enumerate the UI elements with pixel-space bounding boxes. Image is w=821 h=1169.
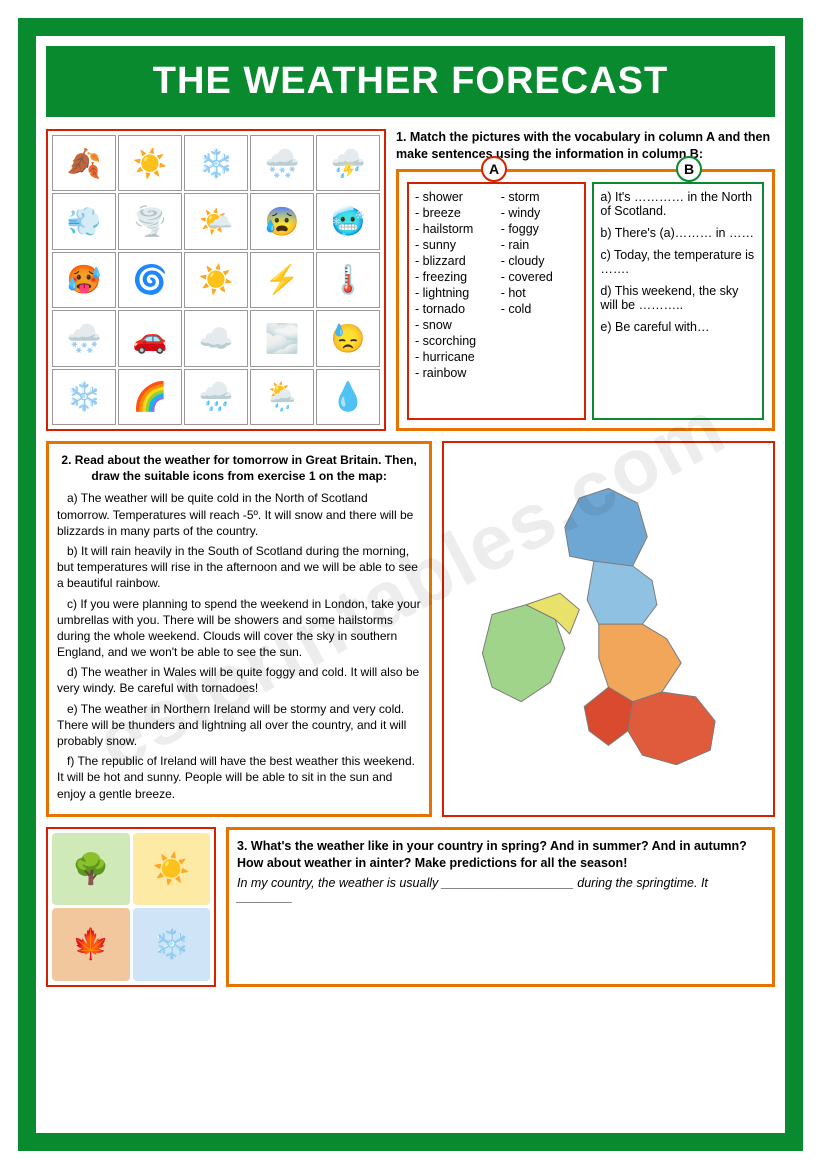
vocab-item: - foggy <box>501 222 579 236</box>
season-cell: ❄️ <box>133 908 211 981</box>
vocab-item: - tornado <box>415 302 493 316</box>
task2-paragraph: c) If you were planning to spend the wee… <box>57 596 421 661</box>
vocab-item: - hurricane <box>415 350 493 364</box>
weather-icon-cell: 🌧️ <box>184 369 248 425</box>
seasons-box: 🌳☀️🍁❄️ <box>46 827 216 987</box>
weather-icon-cell: 🥵 <box>52 252 116 308</box>
task2-paragraph: b) It will rain heavily in the South of … <box>57 543 421 592</box>
map-region <box>483 605 565 702</box>
weather-icon-cell: 🍂 <box>52 135 116 191</box>
vocab-item: - scorching <box>415 334 493 348</box>
weather-icon-cell: 😓 <box>316 310 380 366</box>
weather-icon-cell: 🌪️ <box>118 193 182 249</box>
weather-icon-cell: ⚡ <box>250 252 314 308</box>
weather-icon-cell: ❄️ <box>52 369 116 425</box>
uk-map-box <box>442 441 775 817</box>
vocab-item: - blizzard <box>415 254 493 268</box>
task2-paragraph: e) The weather in Northern Ireland will … <box>57 701 421 750</box>
sentence-item: e) Be careful with… <box>600 320 756 334</box>
vocab-item: - breeze <box>415 206 493 220</box>
weather-icon-cell: 🌀 <box>118 252 182 308</box>
weather-icon-cell: 💧 <box>316 369 380 425</box>
task1-prompt: 1. Match the pictures with the vocabular… <box>396 129 775 163</box>
uk-map <box>458 469 759 789</box>
column-b: a) It's ………… in the North of Scotland. b)… <box>592 182 764 420</box>
sentence-item: a) It's ………… in the North of Scotland. <box>600 190 756 218</box>
column-a-label: A <box>481 156 507 182</box>
sentence-item: d) This weekend, the sky will be ……….. <box>600 284 756 312</box>
vocab-item: - cold <box>501 302 579 316</box>
vocab-item: - snow <box>415 318 493 332</box>
row-task2: 2. Read about the weather for tomorrow i… <box>46 441 775 817</box>
vocab-item: - hot <box>501 286 579 300</box>
vocab-item: - hailstorm <box>415 222 493 236</box>
weather-icon-grid: 🍂☀️❄️🌨️⛈️💨🌪️🌤️😰🥶🥵🌀☀️⚡🌡️🌨️🚗☁️🌫️😓❄️🌈🌧️🌦️💧 <box>46 129 386 431</box>
weather-icon-cell: 🌦️ <box>250 369 314 425</box>
weather-icon-cell: 🌤️ <box>184 193 248 249</box>
weather-icon-cell: 🌨️ <box>52 310 116 366</box>
column-b-label: B <box>676 156 702 182</box>
ab-container: - shower - breeze - hailstorm - sunny - bliz… <box>396 169 775 431</box>
map-region <box>628 692 715 765</box>
task2-paragraph: f) The republic of Ireland will have the… <box>57 753 421 802</box>
column-a: - shower - breeze - hailstorm - sunny - bliz… <box>407 182 586 420</box>
weather-icon-cell: 🌡️ <box>316 252 380 308</box>
weather-icon-cell: 💨 <box>52 193 116 249</box>
weather-icon-cell: ☀️ <box>118 135 182 191</box>
weather-icon-cell: 🚗 <box>118 310 182 366</box>
weather-icon-cell: ☀️ <box>184 252 248 308</box>
sentence-item: b) There's (a)……… in …… <box>600 226 756 240</box>
season-cell: ☀️ <box>133 833 211 906</box>
vocab-item: - freezing <box>415 270 493 284</box>
vocab-item: - storm <box>501 190 579 204</box>
season-cell: 🌳 <box>52 833 130 906</box>
task2-text-box: 2. Read about the weather for tomorrow i… <box>46 441 432 817</box>
weather-icon-cell: 🌈 <box>118 369 182 425</box>
vocab-item: - windy <box>501 206 579 220</box>
vocab-item: - cloudy <box>501 254 579 268</box>
vocab-item: - sunny <box>415 238 493 252</box>
page-title: THE WEATHER FORECAST <box>46 46 775 117</box>
vocab-item: - shower <box>415 190 493 204</box>
weather-icon-cell: 🥶 <box>316 193 380 249</box>
weather-icon-cell: ⛈️ <box>316 135 380 191</box>
task2-paragraph: a) The weather will be quite cold in the… <box>57 490 421 539</box>
task3-box: 3. What's the weather like in your count… <box>226 827 775 987</box>
weather-icon-cell: 😰 <box>250 193 314 249</box>
task3-starter: In my country, the weather is usually __… <box>237 876 764 904</box>
vocab-item: - covered <box>501 270 579 284</box>
map-region <box>587 561 657 634</box>
season-cell: 🍁 <box>52 908 130 981</box>
weather-icon-cell: ☁️ <box>184 310 248 366</box>
row-task1: 🍂☀️❄️🌨️⛈️💨🌪️🌤️😰🥶🥵🌀☀️⚡🌡️🌨️🚗☁️🌫️😓❄️🌈🌧️🌦️💧 … <box>46 129 775 431</box>
task2-title: 2. Read about the weather for tomorrow i… <box>57 452 421 484</box>
weather-icon-cell: 🌫️ <box>250 310 314 366</box>
task2-paragraph: d) The weather in Wales will be quite fo… <box>57 664 421 696</box>
sentence-item: c) Today, the temperature is ……. <box>600 248 756 276</box>
task3-prompt: 3. What's the weather like in your count… <box>237 838 764 872</box>
vocab-item: - rain <box>501 238 579 252</box>
row-task3: 🌳☀️🍁❄️ 3. What's the weather like in you… <box>46 827 775 987</box>
weather-icon-cell: ❄️ <box>184 135 248 191</box>
vocab-item: - lightning <box>415 286 493 300</box>
vocab-item: - rainbow <box>415 366 493 380</box>
weather-icon-cell: 🌨️ <box>250 135 314 191</box>
